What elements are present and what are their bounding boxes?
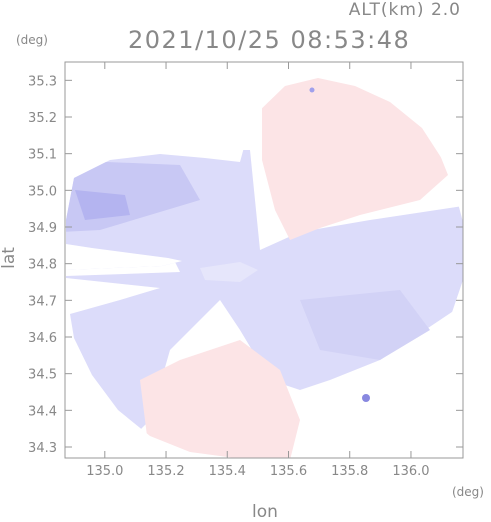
y-tick-label: 34.5: [28, 368, 57, 383]
y-axis-ticks: 35.3 35.2 35.1 35.0 34.9 34.8 34.7 34.6 34.5 34.4…: [28, 74, 463, 456]
x-unit-label: (deg): [452, 485, 484, 499]
altitude-label: ALT(km) 2.0: [348, 0, 461, 20]
y-tick-label: 34.8: [28, 258, 57, 273]
y-tick-label: 35.3: [28, 74, 57, 89]
y-tick-label: 34.3: [28, 441, 57, 456]
x-tick-label: 135.0: [86, 464, 123, 479]
y-tick-label: 34.9: [28, 221, 57, 236]
x-tick-label: 135.8: [331, 464, 368, 479]
y-unit-label: (deg): [16, 33, 48, 47]
x-axis-ticks: 135.0 135.2 135.4 135.6 135.8 136.0: [86, 62, 430, 479]
x-tick-label: 136.0: [392, 464, 429, 479]
x-tick-label: 135.2: [147, 464, 184, 479]
receding-south-lobe: [140, 340, 300, 458]
approaching-strong-cell: [75, 190, 130, 220]
x-axis-label: lon: [252, 502, 278, 522]
plot-frame: [64, 61, 464, 459]
y-tick-label: 35.0: [28, 184, 57, 199]
approaching-east-core: [300, 290, 430, 360]
y-tick-label: 35.2: [28, 111, 57, 126]
radar-echo-layer: [66, 78, 463, 458]
y-tick-label: 34.4: [28, 404, 57, 419]
x-tick-label: 135.4: [209, 464, 246, 479]
y-tick-label: 34.7: [28, 294, 57, 309]
y-tick-label: 34.6: [28, 331, 57, 346]
strong-echo-cell: [362, 394, 370, 402]
receding-north-lobe: [262, 78, 448, 240]
x-tick-label: 135.6: [270, 464, 307, 479]
approaching-band: [66, 150, 463, 458]
y-tick-label: 35.1: [28, 148, 57, 163]
timestamp-title: 2021/10/25 08:53:48: [128, 26, 411, 54]
